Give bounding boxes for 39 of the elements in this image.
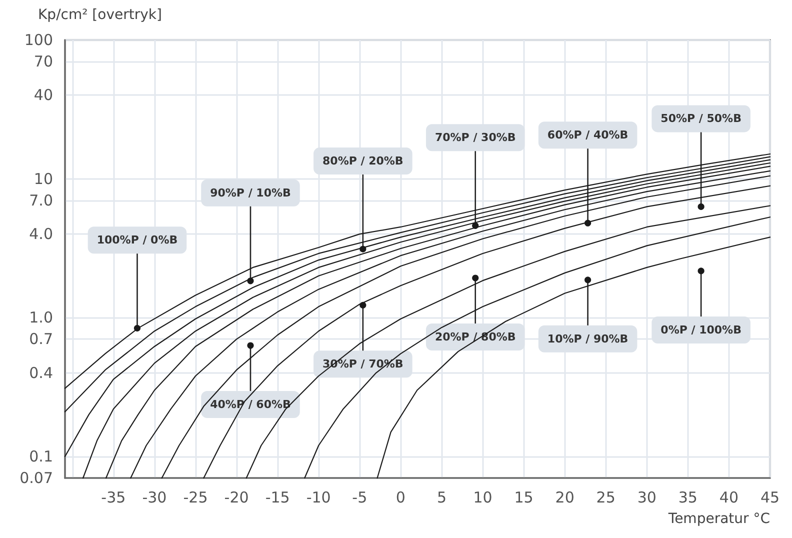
x-tick-label: 0 <box>396 488 406 506</box>
annotation: 60%P / 40%B <box>547 128 628 142</box>
x-tick-label: -20 <box>224 488 249 506</box>
annotation: 10%P / 90%B <box>547 332 628 346</box>
x-tick-label: 40 <box>719 488 739 506</box>
x-tick-label: 10 <box>473 488 492 506</box>
y-tick-label: 100 <box>24 31 53 49</box>
x-tick-label: -35 <box>101 488 126 506</box>
x-tick-label: -15 <box>265 488 290 506</box>
y-tick-label: 40 <box>34 86 53 104</box>
x-tick-label: 45 <box>760 488 780 506</box>
x-tick-label: 30 <box>637 488 656 506</box>
annotation: 0%P / 100%B <box>660 323 742 336</box>
y-tick-label: 0.1 <box>29 447 53 466</box>
annotation: 70%P / 30%B <box>434 131 516 144</box>
x-tick-label: -25 <box>183 488 208 506</box>
y-tick-label: 7.0 <box>29 191 53 210</box>
x-tick-label: 15 <box>514 488 534 506</box>
y-tick-label: 0.07 <box>20 469 53 487</box>
x-axis-title: Temperatur °C <box>667 511 770 527</box>
annotation: 50%P / 50%B <box>660 112 742 126</box>
y-axis-title: Kp/cm² [overtryk] <box>38 7 162 23</box>
y-tick-label: 0.7 <box>29 330 53 348</box>
x-tick-label: -30 <box>142 488 167 506</box>
x-tick-label: -5 <box>352 488 368 506</box>
x-tick-label: 5 <box>436 488 446 506</box>
annotation: 100%P / 0%B <box>96 234 178 247</box>
y-tick-label: 1.0 <box>29 308 53 327</box>
annotation: 20%P / 80%B <box>434 330 516 344</box>
y-tick-label: 10 <box>34 170 53 188</box>
x-tick-label: -10 <box>306 488 331 506</box>
x-tick-label: 20 <box>555 488 574 506</box>
x-tick-label: 25 <box>596 488 616 506</box>
annotation: 80%P / 20%B <box>322 154 404 168</box>
y-tick-label: 0.4 <box>29 364 53 382</box>
annotation: 90%P / 10%B <box>210 186 291 200</box>
x-tick-label: 35 <box>678 488 698 506</box>
y-tick-label: 4.0 <box>29 225 53 244</box>
y-tick-label: 70 <box>34 52 53 71</box>
